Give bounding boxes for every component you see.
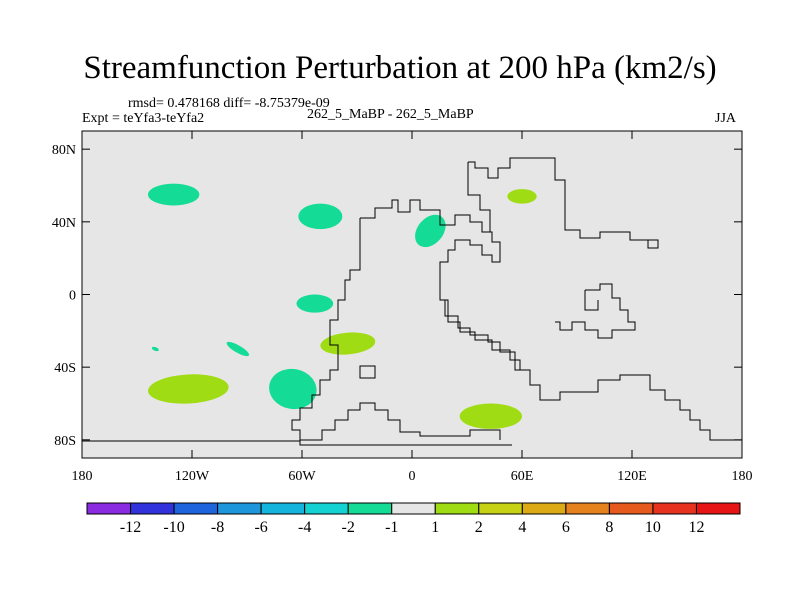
- contour-region-south-pacific-strip-neg: [226, 341, 250, 357]
- axes-frame: 180 120W 60W 0 60E 120E 180 80N 40N 0 40S 80S: [52, 130, 753, 484]
- contour-region-southern-ocean-pos: [459, 403, 522, 429]
- colorbar-swatch: [521, 502, 567, 515]
- colorbar-label: -6: [254, 519, 267, 536]
- x-tick-label: 180: [732, 469, 753, 484]
- chart-title: Streamfunction Perturbation at 200 hPa (…: [83, 50, 717, 86]
- colorbar-label: -4: [298, 519, 311, 536]
- y-tick-label: 80S: [54, 434, 76, 449]
- colorbar-swatch: [304, 502, 349, 515]
- x-tick-label: 120E: [617, 469, 647, 484]
- colorbar-label: 6: [562, 519, 570, 536]
- colorbar-swatch: [130, 502, 175, 515]
- x-tick-label: 180: [72, 469, 93, 484]
- colorbar-swatch: [565, 502, 610, 515]
- colorbar-swatch: [260, 502, 306, 515]
- colorbar-swatch: [434, 502, 480, 515]
- colorbar-swatch: [391, 502, 436, 515]
- x-tick-label: 120W: [175, 469, 210, 484]
- coastlines: [82, 157, 742, 446]
- y-tick-label: 80N: [52, 143, 76, 158]
- map-background: [82, 131, 742, 458]
- x-tick-label: 60E: [511, 469, 534, 484]
- y-tick-label: 40S: [54, 361, 76, 376]
- contour-region-south-atlantic-pos: [320, 332, 376, 355]
- y-tick-label: 0: [69, 289, 76, 304]
- colorbar-label: -2: [342, 519, 355, 536]
- contour-region-south-pacific-pos: [148, 374, 229, 404]
- contour-region-africa-neg: [415, 214, 446, 248]
- colorbar-label: 10: [645, 519, 661, 536]
- colorbar-swatch: [217, 502, 262, 515]
- contour-region-drake-passage-neg: [269, 368, 317, 410]
- colorbar-label: 12: [688, 519, 704, 536]
- colorbar-label: -8: [211, 519, 224, 536]
- colorbar-label: 8: [605, 519, 613, 536]
- experiment-label: Expt = teYfa3-teYfa2: [82, 111, 205, 126]
- colorbar-swatch: [173, 502, 219, 515]
- y-tick-label: 40N: [52, 216, 76, 231]
- colorbar-swatch: [347, 502, 393, 515]
- stats-label: rmsd= 0.478168 diff= -8.75379e-09: [128, 96, 330, 111]
- contour-region-mid-atlantic-neg: [298, 203, 343, 230]
- colorbar-swatch: [478, 502, 523, 515]
- colorbar-label: 1: [431, 519, 439, 536]
- colorbar-swatch: [608, 502, 654, 515]
- x-tick-label: 0: [409, 469, 416, 484]
- colorbar-label: -1: [385, 519, 398, 536]
- contour-region-north-atlantic-neg: [148, 183, 200, 206]
- contour-regions: [148, 183, 537, 429]
- season-label: JJA: [715, 111, 737, 126]
- colorbar-label: -12: [120, 519, 141, 536]
- colorbar-label: 4: [518, 519, 526, 536]
- colorbar-label: -10: [163, 519, 184, 536]
- contour-region-equatorial-atlantic-neg: [296, 294, 334, 313]
- contour-region-sw-pacific-small-neg: [151, 346, 159, 352]
- colorbar-swatch: [86, 502, 132, 515]
- colorbar: -12 -10 -8 -6 -4 -2 -1 1 2 4 6 8 10 12: [86, 502, 741, 536]
- case-label: 262_5_MaBP - 262_5_MaBP: [307, 107, 474, 122]
- colorbar-swatch: [695, 502, 741, 515]
- colorbar-label: 2: [475, 519, 483, 536]
- colorbar-swatch: [652, 502, 697, 515]
- x-tick-label: 60W: [288, 469, 316, 484]
- contour-region-central-asia-pos: [507, 189, 537, 204]
